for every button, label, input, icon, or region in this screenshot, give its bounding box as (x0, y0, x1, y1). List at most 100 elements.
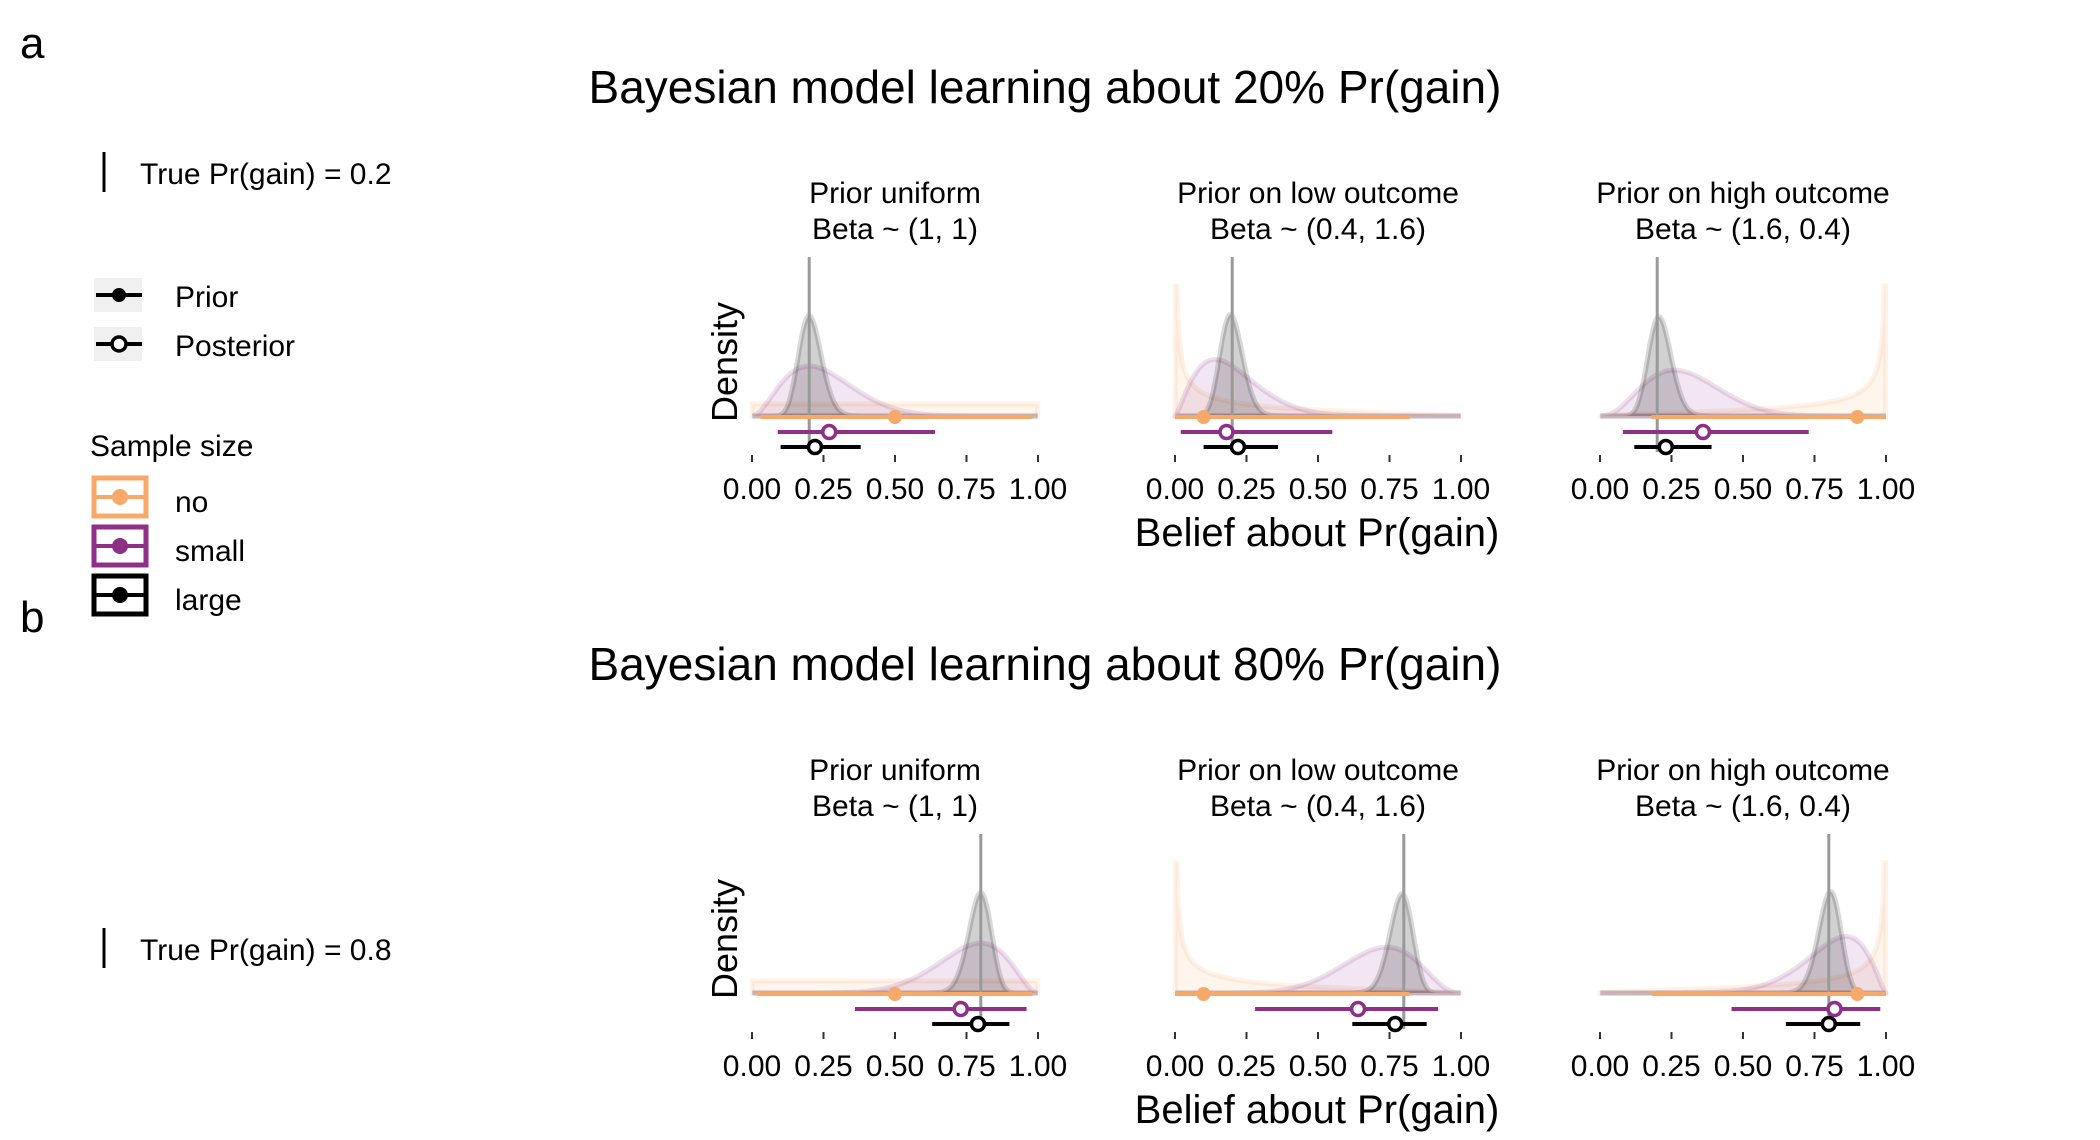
x-tick-label: 0.50 (1714, 473, 1772, 506)
point-prior-no (888, 987, 902, 1001)
facet-title-line1: Prior on high outcome (1596, 177, 1890, 210)
point-posterior-large (1820, 1015, 1838, 1033)
point-posterior-large (969, 1015, 987, 1033)
density-no (1597, 860, 1889, 996)
x-tick-label: 0.00 (1146, 1050, 1204, 1083)
x-tick-label: 0.50 (1714, 1050, 1772, 1083)
density-small (1172, 357, 1461, 419)
x-tick-label: 0.50 (866, 1050, 924, 1083)
density-layer (749, 312, 1041, 419)
density-layer (1597, 283, 1889, 419)
point-posterior-small (1694, 423, 1712, 441)
density-no (749, 978, 1041, 996)
point-posterior-large (1657, 438, 1675, 456)
point-prior-no (1196, 987, 1211, 1001)
size-label-large: large (175, 584, 242, 617)
density-no (1172, 860, 1464, 996)
truth-label-b: True Pr(gain) = 0.8 (140, 934, 392, 967)
size-key-large: large (91, 573, 242, 617)
facet-title-line2: Beta ~ (0.4, 1.6) (1210, 790, 1426, 823)
density-no (1597, 283, 1889, 419)
panel-a-letter: a (20, 19, 45, 68)
x-axis-label: Belief about Pr(gain) (1135, 1088, 1500, 1132)
density-large (1175, 311, 1461, 419)
size-key-no: no (91, 475, 208, 519)
x-tick-label: 1.00 (1857, 1050, 1915, 1083)
x-tick-label: 0.75 (1785, 1050, 1843, 1083)
legend: True Pr(gain) = 0.2 Prior Posterior Samp… (90, 152, 392, 968)
density-layer (1172, 283, 1464, 419)
point-prior-no (1850, 410, 1865, 424)
x-tick-label: 0.25 (1217, 473, 1275, 506)
x-tick-label: 0.00 (1146, 473, 1204, 506)
x-tick-label: 0.00 (1571, 1050, 1629, 1083)
point-prior-no (888, 410, 902, 424)
x-tick-label: 0.25 (1642, 473, 1700, 506)
size-key-no-dot (112, 489, 128, 505)
point-prior-no (1850, 987, 1865, 1001)
x-tick-label: 0.25 (794, 1050, 852, 1083)
size-label-small: small (175, 535, 245, 568)
facet-title-line2: Beta ~ (1, 1) (812, 213, 978, 246)
x-tick-label: 0.25 (1642, 1050, 1700, 1083)
x-tick-label: 0.25 (794, 473, 852, 506)
x-tick-label: 0.75 (937, 473, 995, 506)
facet-title-line2: Beta ~ (1, 1) (812, 790, 978, 823)
panel-b-letter: b (20, 593, 44, 642)
x-tick-label: 0.25 (1217, 1050, 1275, 1083)
panel-a-title: Bayesian model learning about 20% Pr(gai… (589, 61, 1502, 113)
point-posterior-small (1826, 1000, 1843, 1018)
x-tick-label: 0.50 (1289, 473, 1347, 506)
facet-title-line1: Prior on high outcome (1596, 754, 1890, 787)
density-layer (1597, 860, 1889, 996)
posterior-label: Posterior (175, 330, 295, 363)
x-tick-label: 0.50 (866, 473, 924, 506)
panel-b-title: Bayesian model learning about 80% Pr(gai… (589, 638, 1502, 690)
sample-size-title: Sample size (90, 430, 253, 463)
x-axis-label: Belief about Pr(gain) (1135, 511, 1500, 555)
density-large (1600, 888, 1886, 996)
size-label-no: no (175, 486, 208, 519)
x-tick-label: 0.75 (1785, 473, 1843, 506)
facet-title-line1: Prior on low outcome (1177, 177, 1459, 210)
point-posterior-small (1218, 423, 1235, 441)
y-axis-label: Density (704, 879, 745, 999)
density-large (752, 312, 1038, 419)
point-posterior-large (806, 438, 824, 456)
x-tick-label: 1.00 (1009, 473, 1067, 506)
x-tick-label: 1.00 (1432, 473, 1490, 506)
facet-title-line2: Beta ~ (1.6, 0.4) (1635, 790, 1851, 823)
density-no (1172, 283, 1464, 419)
density-large (752, 889, 1038, 996)
density-small (1600, 934, 1889, 996)
x-tick-label: 1.00 (1857, 473, 1915, 506)
x-tick-label: 0.75 (1360, 473, 1418, 506)
prior-key-dot (112, 288, 126, 302)
posterior-key-dot (110, 335, 128, 353)
density-no (749, 401, 1041, 419)
facet-title-line1: Prior on low outcome (1177, 754, 1459, 787)
point-posterior-large (1229, 438, 1247, 456)
y-axis-label: Density (704, 302, 745, 422)
x-tick-label: 0.00 (1571, 473, 1629, 506)
point-posterior-small (1349, 1000, 1367, 1018)
x-tick-label: 1.00 (1432, 1050, 1490, 1083)
facet-title-line2: Beta ~ (0.4, 1.6) (1210, 213, 1426, 246)
facet-title-line1: Prior uniform (809, 754, 981, 787)
density-layer (1172, 860, 1464, 996)
facet-title-line2: Beta ~ (1.6, 0.4) (1635, 213, 1851, 246)
size-key-large-dot (112, 587, 128, 603)
x-tick-label: 0.50 (1289, 1050, 1347, 1083)
size-key-small: small (91, 524, 245, 568)
truth-label-a: True Pr(gain) = 0.2 (140, 158, 392, 191)
x-tick-label: 0.75 (937, 1050, 995, 1083)
x-tick-label: 0.00 (723, 473, 781, 506)
